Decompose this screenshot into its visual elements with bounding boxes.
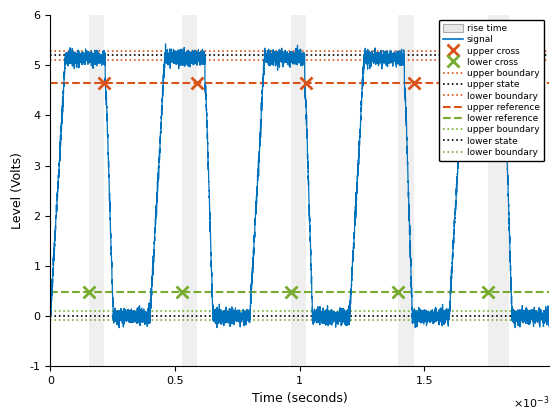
Bar: [488, 15, 509, 366]
signal: [162, 42, 169, 47]
signal: [444, 315, 450, 320]
lower cross: [86, 290, 92, 295]
lower cross: [287, 290, 294, 295]
Y-axis label: Level (Volts): Level (Volts): [11, 152, 24, 229]
Line: lower cross: lower cross: [83, 286, 494, 298]
signal: [227, 313, 234, 318]
signal: [342, 314, 349, 319]
upper cross: [302, 80, 309, 85]
Bar: [89, 15, 104, 366]
Bar: [183, 15, 198, 366]
signal: [47, 308, 54, 313]
lower cross: [179, 290, 186, 295]
upper cross: [411, 80, 418, 85]
Bar: [398, 15, 414, 366]
upper cross: [194, 80, 201, 85]
signal: [417, 315, 423, 320]
upper cross: [101, 80, 108, 85]
signal: [72, 60, 79, 66]
Legend: rise time, signal, upper cross, lower cross, upper boundary, upper state, lower : rise time, signal, upper cross, lower cr…: [439, 20, 544, 161]
lower cross: [395, 290, 402, 295]
Bar: [291, 15, 306, 366]
signal: [364, 57, 371, 62]
signal: [116, 325, 123, 330]
Line: signal: signal: [50, 44, 549, 328]
Text: $\times10^{-3}$: $\times10^{-3}$: [512, 394, 549, 411]
X-axis label: Time (seconds): Time (seconds): [252, 392, 348, 405]
Line: upper cross: upper cross: [98, 76, 515, 89]
signal: [545, 311, 552, 316]
lower cross: [484, 290, 491, 295]
upper cross: [506, 80, 512, 85]
